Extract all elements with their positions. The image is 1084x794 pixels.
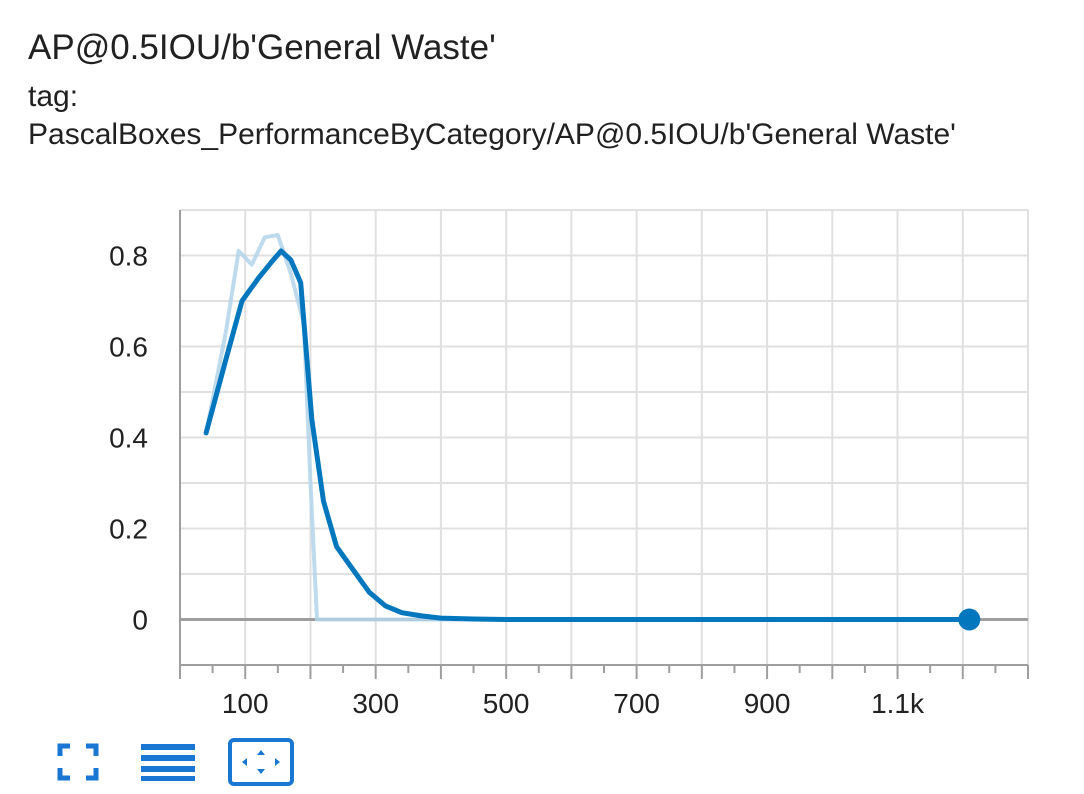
chart-title: AP@0.5IOU/b'General Waste' [28, 28, 496, 67]
tag-label: tag: [28, 80, 79, 113]
y-tick-label: 0.4 [109, 423, 148, 454]
line-chart: 0 0.2 0.4 0.6 0.8 100 300 500 700 900 1.1k [109, 209, 1029, 720]
tag-value: PascalBoxes_PerformanceByCategory/AP@0.5… [28, 118, 956, 151]
smoothed-series-line [203, 248, 972, 622]
fullscreen-icon [57, 743, 99, 781]
y-tick-label: 0.8 [109, 241, 148, 272]
data-table-button[interactable] [138, 737, 198, 787]
data-table-icon [141, 744, 195, 781]
y-tick-label: 0.2 [109, 514, 148, 545]
x-tick-label: 300 [352, 688, 399, 719]
fit-domain-button[interactable] [228, 738, 294, 786]
series-lines [203, 233, 981, 631]
x-tick-label: 500 [483, 688, 530, 719]
x-tick-label: 700 [613, 688, 660, 719]
y-tick-label: 0.6 [109, 332, 148, 363]
x-tick-label: 1.1k [871, 688, 925, 719]
last-point-marker[interactable] [958, 608, 981, 631]
x-tick-label: 900 [744, 688, 791, 719]
chart-toolbar [48, 736, 324, 788]
y-tick-label: 0 [132, 605, 148, 636]
x-tick-label: 100 [222, 688, 269, 719]
chart-area: 0 0.2 0.4 0.6 0.8 100 300 500 700 900 1.1k [109, 209, 1029, 720]
raw-series-line [204, 233, 972, 622]
fit-domain-icon [242, 750, 280, 774]
fullscreen-button[interactable] [48, 737, 108, 787]
tick-labels: 0 0.2 0.4 0.6 0.8 100 300 500 700 900 1.1k [109, 241, 925, 720]
chart-tag: tag: PascalBoxes_PerformanceByCategory/A… [28, 78, 1048, 154]
